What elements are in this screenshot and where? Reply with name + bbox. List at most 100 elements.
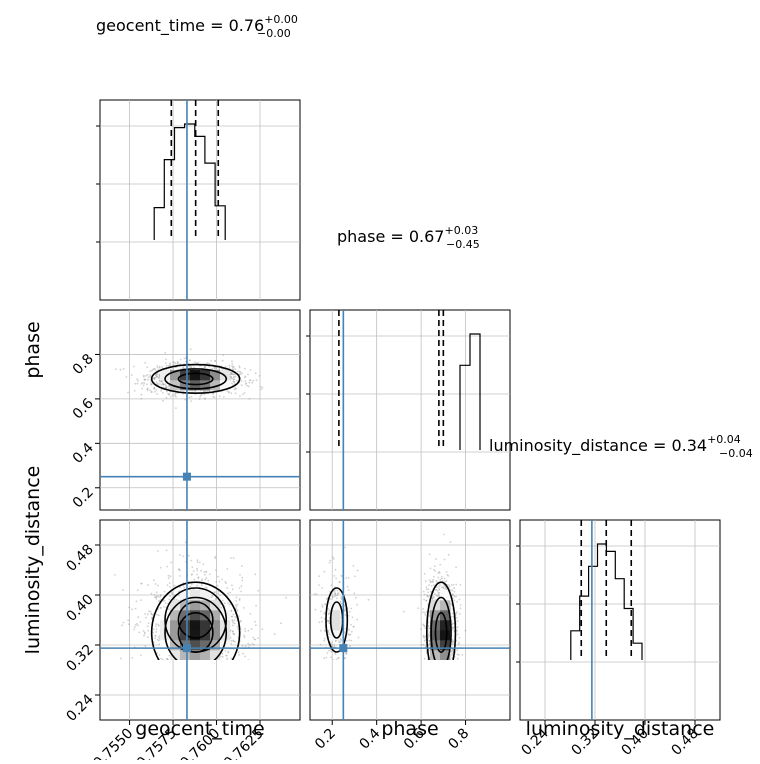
sample-point [136, 382, 139, 385]
sample-point [440, 586, 443, 589]
sample-point [202, 478, 204, 480]
sample-point [331, 556, 334, 559]
sample-point [447, 700, 449, 702]
sample-point [446, 661, 448, 663]
sample-point [170, 485, 172, 487]
sample-point [450, 675, 452, 677]
sample-point [181, 683, 183, 685]
sample-point [254, 620, 256, 623]
sample-point [343, 609, 346, 612]
sample-point [255, 604, 257, 607]
sample-point [204, 390, 207, 393]
sample-point [451, 684, 453, 686]
sample-point [367, 598, 370, 601]
sample-point [149, 479, 151, 481]
sample-point [226, 568, 229, 570]
sample-point [426, 668, 428, 670]
sample-point [167, 608, 170, 610]
sample-point [428, 579, 431, 581]
sample-point [182, 367, 185, 370]
truth-marker [339, 644, 348, 653]
sample-point [435, 589, 438, 591]
sample-point [155, 591, 158, 594]
sample-point [181, 482, 183, 484]
sample-point [175, 482, 177, 484]
sample-point [252, 379, 255, 382]
sample-point [261, 386, 264, 389]
sample-point [145, 479, 147, 481]
sample-point [244, 383, 247, 385]
title-luminosity-distance-prefix: luminosity_distance = [489, 436, 671, 456]
sample-point [243, 483, 245, 485]
sample-point [147, 636, 149, 639]
density-cell [180, 380, 191, 391]
sample-point [447, 663, 449, 665]
sample-point [161, 673, 163, 675]
ytick-label-phase: 0.8 [70, 351, 97, 378]
sample-point [458, 654, 460, 656]
sample-point [168, 582, 171, 584]
density-cell [170, 380, 181, 391]
sample-point [330, 656, 332, 659]
sample-point [417, 663, 419, 665]
sample-point [222, 686, 224, 688]
sample-point [227, 664, 229, 666]
sample-point [183, 470, 185, 472]
sample-point [456, 600, 458, 603]
sample-point [198, 480, 200, 482]
sample-point [170, 368, 172, 371]
sample-point [221, 652, 224, 655]
sample-point [143, 632, 146, 635]
sample-point [209, 484, 211, 486]
sample-point [177, 568, 180, 571]
sample-point [318, 575, 321, 577]
sample-point [434, 670, 436, 672]
sample-point [234, 604, 237, 606]
density-cell [440, 600, 451, 611]
density-cell [210, 370, 221, 381]
sample-point [141, 493, 143, 495]
sample-point [199, 469, 201, 471]
sample-point [146, 366, 149, 369]
sample-point [436, 590, 439, 592]
sample-point [153, 386, 156, 389]
sample-point [205, 577, 208, 579]
density-cell [170, 610, 181, 621]
sample-point [423, 657, 426, 660]
sample-point [139, 654, 142, 657]
density-cell [180, 620, 191, 631]
title-phase-prefix: phase = [337, 227, 409, 246]
sample-point [213, 396, 216, 398]
sample-point [445, 580, 448, 582]
sample-point [249, 665, 251, 667]
contour-level [150, 581, 241, 660]
sample-point [156, 372, 159, 375]
sample-point [424, 627, 427, 629]
sample-point [141, 481, 143, 483]
sample-point [175, 392, 177, 394]
sample-point [147, 376, 150, 378]
sample-point [244, 630, 247, 633]
sample-point [154, 484, 156, 486]
sample-point [222, 663, 224, 665]
sample-point [325, 598, 328, 600]
sample-point [183, 471, 185, 473]
sample-point [190, 664, 192, 666]
sample-point [423, 635, 425, 638]
sample-point [159, 606, 162, 609]
sample-point [244, 375, 247, 378]
sample-point [206, 488, 208, 490]
sample-point [232, 640, 235, 643]
sample-point [456, 626, 459, 629]
sample-point [432, 666, 434, 668]
sample-point [230, 657, 233, 660]
sample-point [356, 569, 359, 572]
sample-point [213, 367, 216, 369]
sample-point [163, 383, 165, 386]
sample-point [202, 670, 204, 672]
ylabel-phase: phase [22, 321, 44, 378]
sample-point [170, 664, 172, 666]
sample-point [442, 669, 444, 671]
sample-point [213, 481, 215, 483]
